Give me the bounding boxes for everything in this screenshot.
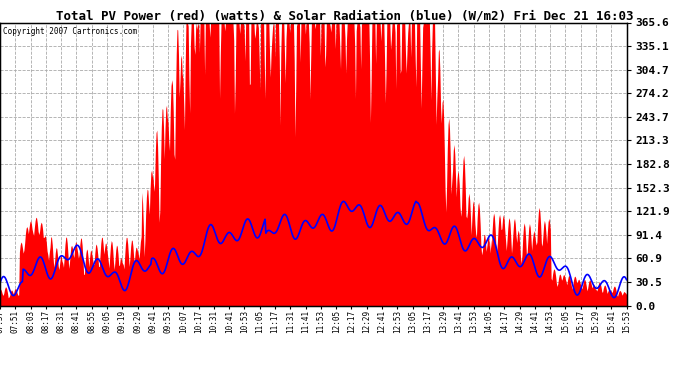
Text: Total PV Power (red) (watts) & Solar Radiation (blue) (W/m2) Fri Dec 21 16:03: Total PV Power (red) (watts) & Solar Rad…: [57, 9, 633, 22]
Text: Copyright 2007 Cartronics.com: Copyright 2007 Cartronics.com: [3, 27, 137, 36]
